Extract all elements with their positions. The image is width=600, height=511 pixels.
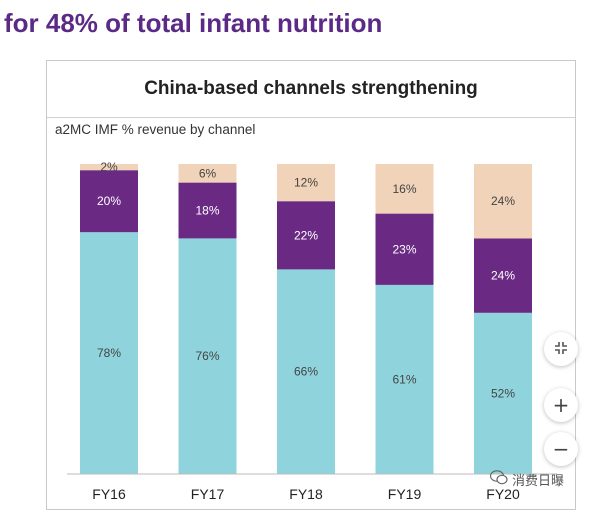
watermark-text: 消费日曝 [512,474,565,489]
data-label-fy20-2: 24% [491,194,515,208]
bar-segment-fy19-0 [375,284,434,474]
bar-segment-fy19-1 [375,213,434,285]
bar-segment-fy17-0 [178,238,237,474]
data-label-fy18-1: 22% [294,228,318,242]
bar-segment-fy17-2 [178,164,237,183]
watermark: 消费日曝 [489,470,565,489]
bar-segment-fy19-2 [375,164,434,214]
data-label-fy20-1: 24% [491,269,515,283]
data-label-fy19-1: 23% [392,242,416,256]
chart-slide: China-based channels strengthening a2MC … [46,60,576,510]
bar-segment-fy20-0 [474,312,532,474]
bar-segment-fy18-2 [277,164,335,202]
zoom-out-button[interactable]: − [544,432,578,466]
x-tick-label-fy19: FY19 [388,486,422,502]
bar-segment-fy16-1 [80,170,138,233]
stacked-bar-chart: 78% 20% 2% FY16 76% 18% 6% FY17 66% 22% 12% FY18 61%… [67,160,557,502]
bar-segment-fy18-0 [277,269,335,474]
collapse-button[interactable] [544,332,578,366]
bar-segment-fy20-2 [474,164,532,239]
data-label-fy16-0: 78% [97,346,121,360]
x-tick-label-fy17: FY17 [191,486,225,502]
bar-segment-fy20-1 [474,238,532,313]
minus-icon: − [552,437,570,461]
data-label-fy18-2: 12% [294,176,318,190]
x-tick-label-fy18: FY18 [289,486,323,502]
x-tick-label-fy20: FY20 [486,486,520,502]
bar-segment-fy17-1 [178,182,237,239]
bar-segment-fy16-0 [80,232,138,474]
data-label-fy17-2: 6% [199,166,217,180]
collapse-arrows-icon [553,337,569,361]
data-label-fy20-0: 52% [491,386,515,400]
plus-icon: + [552,393,570,417]
bar-segment-fy18-1 [277,201,335,270]
bar-segment-fy16-2 [80,164,138,171]
data-label-fy19-0: 61% [392,372,416,386]
page-heading: for 48% of total infant nutrition [4,8,383,38]
data-label-fy18-0: 66% [294,365,318,379]
x-tick-label-fy16: FY16 [92,486,126,502]
chart-subtitle: a2MC IMF % revenue by channel [55,122,256,137]
data-label-fy16-2: 2% [100,160,118,174]
data-label-fy17-1: 18% [195,204,219,218]
wechat-icon [489,470,508,489]
data-label-fy19-2: 16% [392,182,416,196]
zoom-in-button[interactable]: + [544,388,578,422]
chart-title: China-based channels strengthening [47,61,575,118]
data-label-fy17-0: 76% [195,349,219,363]
data-label-fy16-1: 20% [97,194,121,208]
